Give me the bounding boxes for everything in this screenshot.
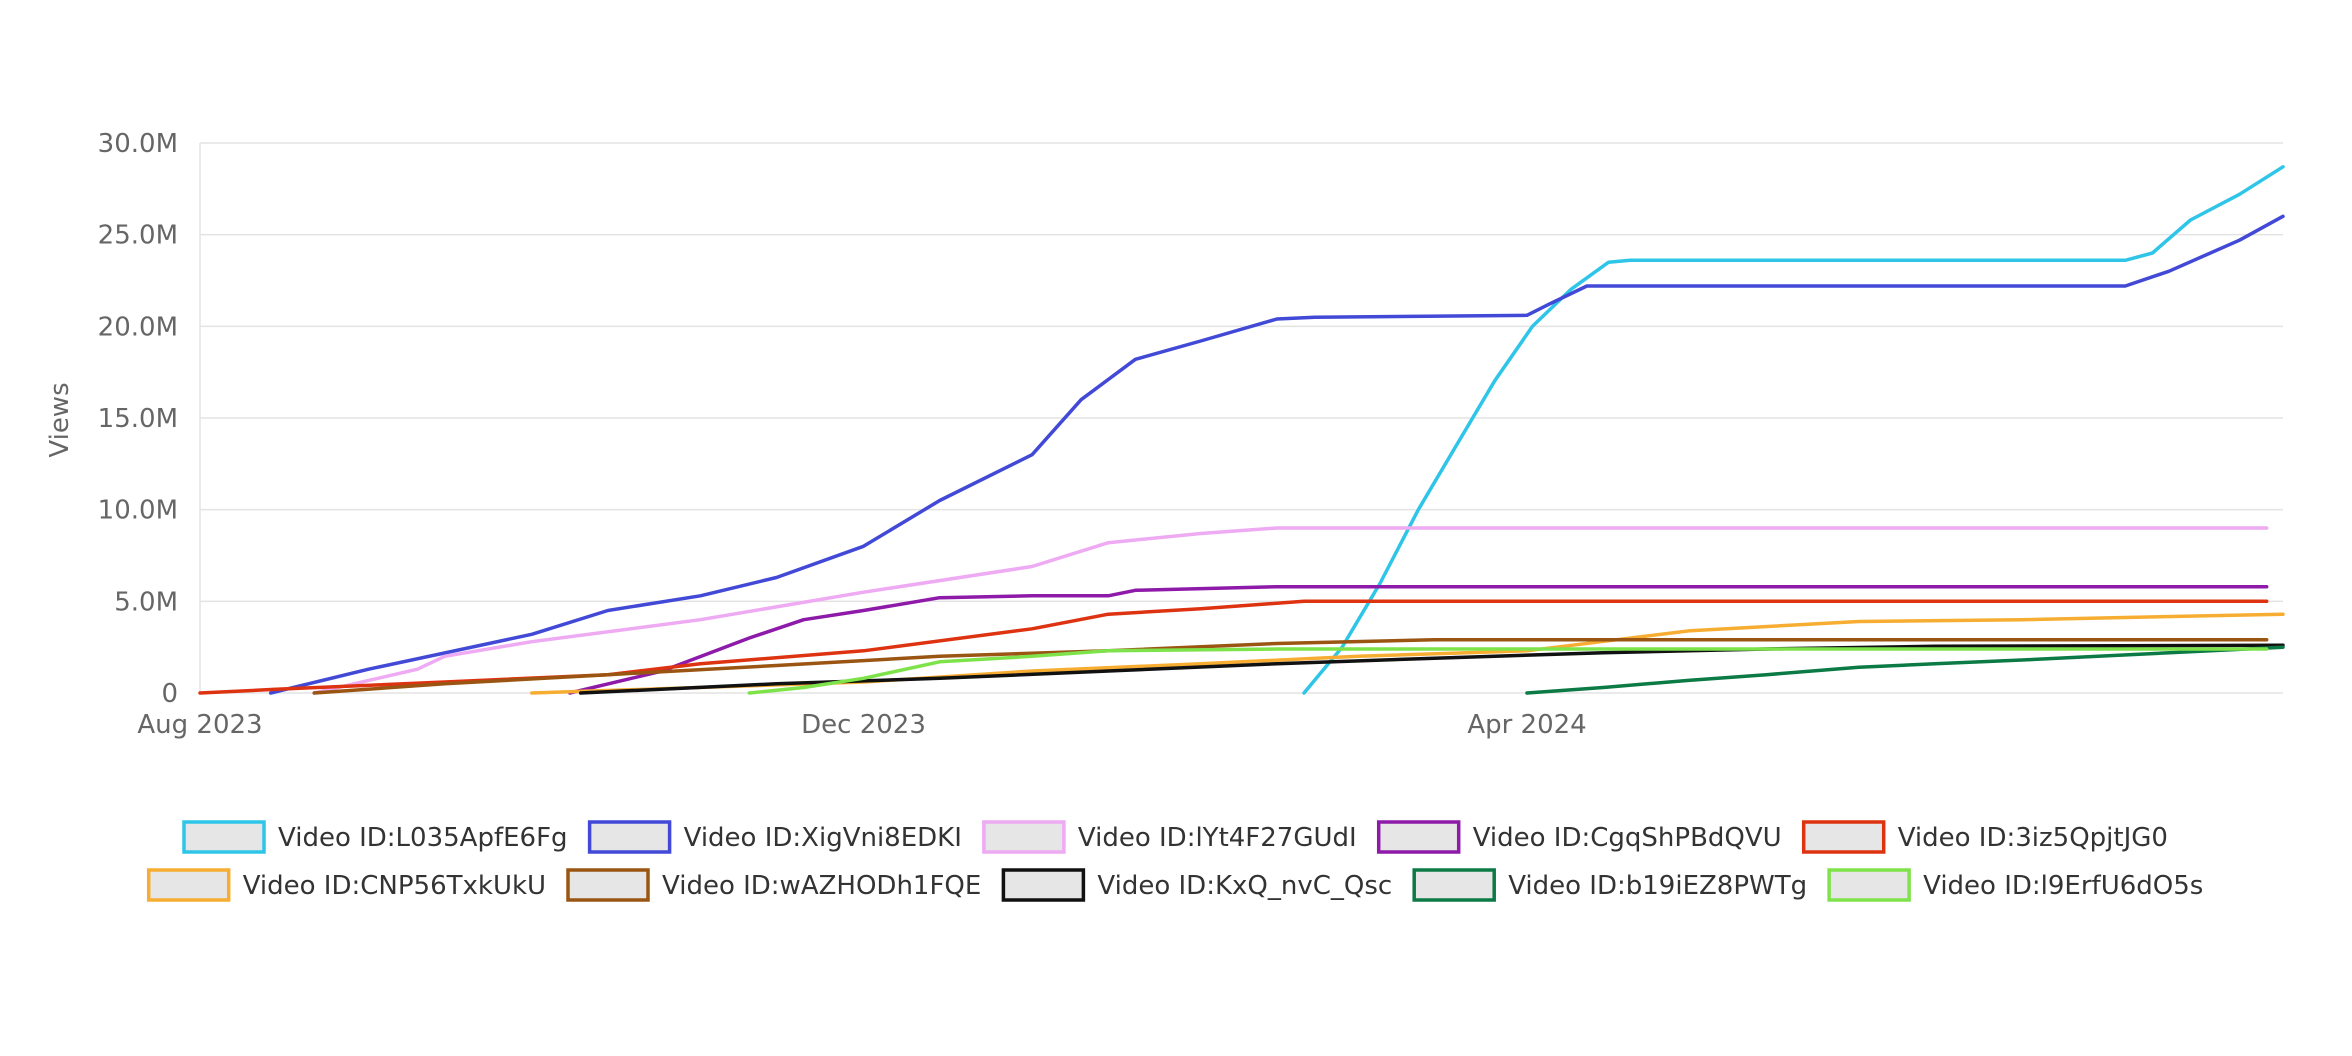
legend-label: Video ID:CNP56TxkUkU (243, 871, 546, 901)
legend-swatch (146, 868, 231, 902)
legend-item[interactable]: Video ID:wAZHODh1FQE (566, 868, 981, 902)
y-tick-label: 30.0M (98, 129, 178, 159)
legend-item[interactable]: Video ID:KxQ_nvC_Qsc (1001, 868, 1392, 902)
legend-item[interactable]: Video ID:L035ApfE6Fg (182, 820, 568, 854)
legend-item[interactable]: Video ID:lYt4F27GUdI (982, 820, 1357, 854)
legend-label: Video ID:3iz5QpjtJG0 (1898, 823, 2168, 853)
legend-label: Video ID:l9ErfU6dO5s (1923, 871, 2203, 901)
legend-label: Video ID:wAZHODh1FQE (662, 871, 981, 901)
y-tick-label: 20.0M (98, 312, 178, 342)
x-axis-ticks: Aug 2023 Dec 2023 Apr 2024 (137, 710, 1586, 740)
legend-item[interactable]: Video ID:CgqShPBdQVU (1376, 820, 1782, 854)
legend-label: Video ID:CgqShPBdQVU (1473, 823, 1782, 853)
legend-item[interactable]: Video ID:l9ErfU6dO5s (1827, 868, 2203, 902)
x-tick-label: Aug 2023 (137, 710, 262, 740)
legend-item[interactable]: Video ID:3iz5QpjtJG0 (1801, 820, 2168, 854)
grid-lines (199, 142, 2283, 694)
series-line-2 (268, 214, 2285, 695)
legend: Video ID:L035ApfE6Fg Video ID:XigVni8EDKI… (146, 820, 2203, 902)
series-lines (198, 165, 2285, 695)
legend-swatch (982, 820, 1066, 854)
x-tick-label: Apr 2024 (1467, 710, 1586, 740)
y-tick-label: 15.0M (98, 404, 178, 434)
series-line-3 (312, 526, 2269, 695)
series-line-9 (1525, 645, 2285, 695)
legend-swatch (1001, 868, 1086, 902)
legend-label: Video ID:KxQ_nvC_Qsc (1097, 871, 1392, 901)
legend-label: Video ID:lYt4F27GUdI (1078, 823, 1357, 853)
series-line-6 (530, 612, 2285, 695)
y-tick-label: 10.0M (98, 496, 178, 526)
legend-swatch (1376, 820, 1461, 854)
y-axis-ticks: 0 5.0M 10.0M 15.0M 20.0M 25.0M 30.0M (98, 129, 178, 709)
legend-swatch (566, 868, 650, 902)
series-line-7 (312, 638, 2269, 695)
legend-item[interactable]: Video ID:b19iEZ8PWTg (1412, 868, 1807, 902)
y-axis-title: Views (45, 382, 75, 457)
legend-item[interactable]: Video ID:XigVni8EDKI (587, 820, 962, 854)
legend-swatch (1827, 868, 1911, 902)
legend-swatch (1801, 820, 1886, 854)
y-tick-label: 25.0M (98, 221, 178, 251)
legend-item[interactable]: Video ID:CNP56TxkUkU (146, 868, 546, 902)
legend-label: Video ID:L035ApfE6Fg (278, 823, 568, 853)
series-line-1 (1302, 165, 2285, 695)
legend-label: Video ID:b19iEZ8PWTg (1508, 871, 1807, 901)
legend-swatch (182, 820, 266, 854)
legend-label: Video ID:XigVni8EDKI (684, 823, 962, 853)
series-line-10 (747, 647, 2269, 695)
x-tick-label: Dec 2023 (801, 710, 926, 740)
series-line-5 (198, 599, 2269, 695)
series-line-4 (568, 584, 2269, 695)
y-tick-label: 5.0M (114, 587, 178, 617)
y-tick-label: 0 (161, 679, 178, 709)
legend-swatch (587, 820, 672, 854)
legend-swatch (1412, 868, 1496, 902)
